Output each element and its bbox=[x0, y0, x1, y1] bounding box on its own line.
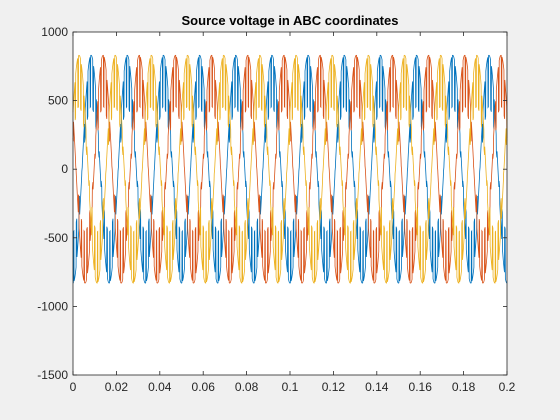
series-line-3 bbox=[72, 54, 508, 284]
y-tick-label: -500 bbox=[44, 231, 68, 245]
y-tick-label: 0 bbox=[61, 162, 68, 176]
x-tick-label: 0.08 bbox=[235, 380, 259, 394]
axes-background bbox=[73, 32, 507, 375]
y-tick-label: -1500 bbox=[37, 368, 68, 382]
x-tick-label: 0.06 bbox=[192, 380, 216, 394]
chart-title: Source voltage in ABC coordinates bbox=[182, 13, 399, 28]
x-tick-label: 0.04 bbox=[148, 380, 172, 394]
x-tick-label: 0.16 bbox=[409, 380, 433, 394]
y-axis: -1500 -1000 -500 0 500 1000 bbox=[37, 25, 507, 382]
x-tick-label: 0.14 bbox=[365, 380, 389, 394]
x-axis: 0 0.02 0.04 0.06 0.08 0.1 0.12 0.14 0.16 0.18 0.2 bbox=[70, 32, 516, 394]
series-line-1 bbox=[72, 54, 508, 284]
y-tick-label: -1000 bbox=[37, 299, 68, 313]
x-tick-label: 0.1 bbox=[282, 380, 299, 394]
x-tick-label: 0.02 bbox=[105, 380, 129, 394]
x-tick-label: 0.12 bbox=[322, 380, 346, 394]
series-layer bbox=[72, 54, 508, 284]
y-tick-label: 1000 bbox=[41, 25, 68, 39]
y-tick-label: 500 bbox=[48, 94, 68, 108]
x-tick-label: 0.18 bbox=[452, 380, 476, 394]
x-tick-label: 0.2 bbox=[499, 380, 516, 394]
x-tick-label: 0 bbox=[70, 380, 77, 394]
